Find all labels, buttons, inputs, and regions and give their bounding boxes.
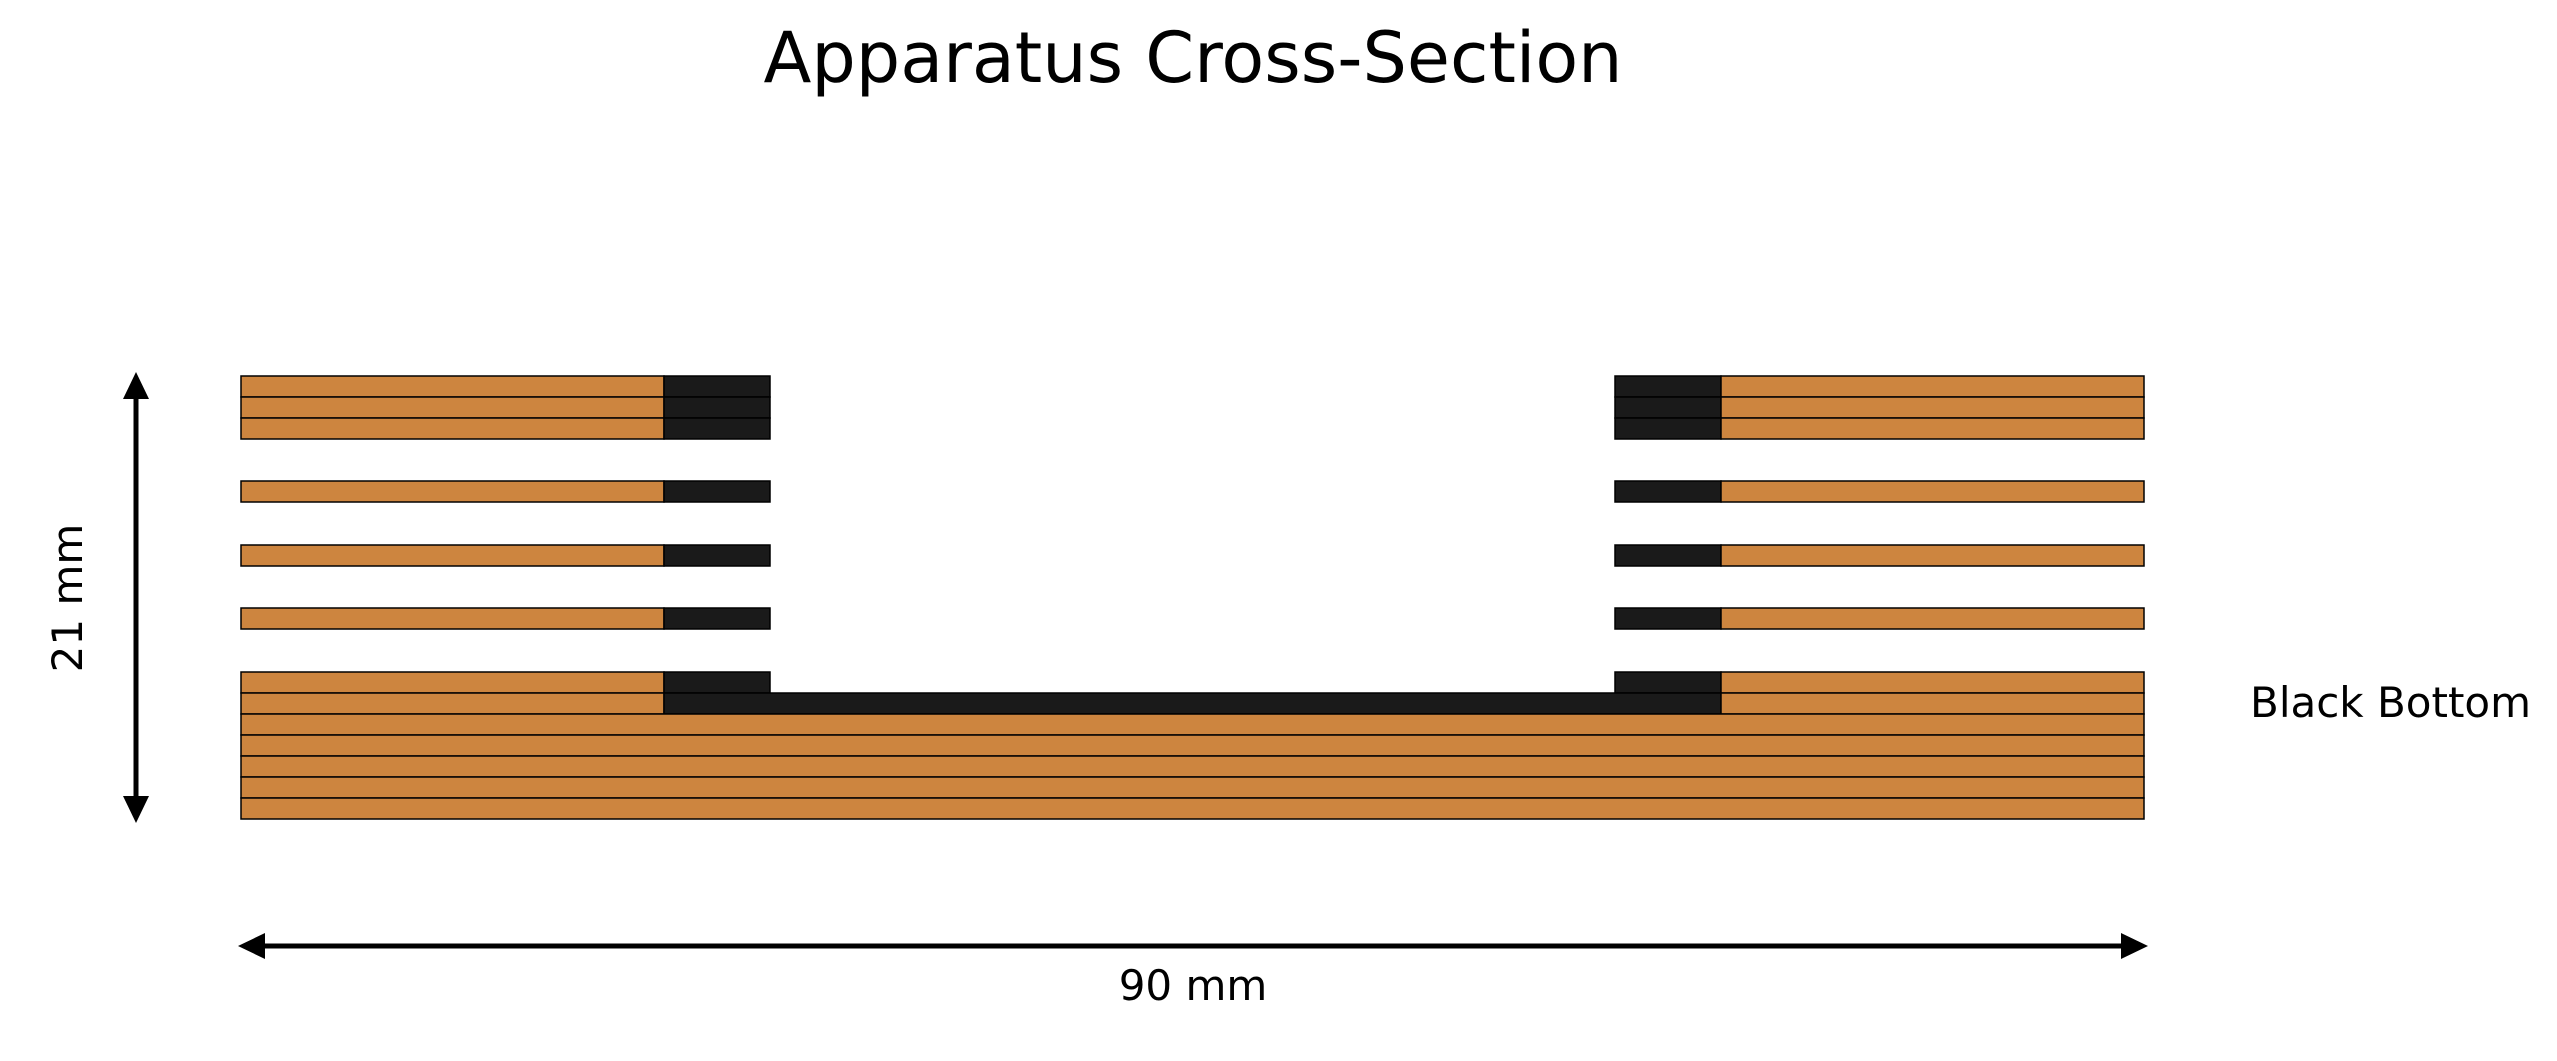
layer-right-copper-1 xyxy=(1720,396,2145,419)
layer-right-black-0 xyxy=(1614,375,1722,398)
layer-base-2 xyxy=(240,755,2145,778)
layer-left-copper-5 xyxy=(240,607,665,630)
layer-black-bottom xyxy=(663,692,1722,715)
page-title: Apparatus Cross-Section xyxy=(763,17,1622,99)
layer-left-black-5 xyxy=(663,607,771,630)
height-arrow-up-icon xyxy=(123,372,149,399)
layer-base-1 xyxy=(240,734,2145,757)
layer-left-copper-1 xyxy=(240,396,665,419)
height-label: 21 mm xyxy=(43,524,92,673)
layer-right-black-5 xyxy=(1614,607,1722,630)
layer-right-black-4 xyxy=(1614,544,1722,567)
layer-black-bottom-right-copper xyxy=(1720,692,2145,715)
layer-left-black-6 xyxy=(663,671,771,694)
width-arrow-right-icon xyxy=(2121,933,2148,959)
layer-left-copper-6 xyxy=(240,671,665,694)
height-dimension: 21 mm xyxy=(43,372,149,823)
layer-right-copper-0 xyxy=(1720,375,2145,398)
layer-left-black-2 xyxy=(663,417,771,440)
black-bottom-label: Black Bottom xyxy=(2250,678,2531,727)
layer-left-copper-4 xyxy=(240,544,665,567)
layer-base-3 xyxy=(240,776,2145,799)
layer-right-black-6 xyxy=(1614,671,1722,694)
width-arrow-left-icon xyxy=(238,933,265,959)
layer-left-black-4 xyxy=(663,544,771,567)
width-dimension: 90 mm xyxy=(238,933,2148,1010)
layer-stack xyxy=(240,375,2145,820)
layer-left-black-3 xyxy=(663,480,771,503)
height-arrow-down-icon xyxy=(123,796,149,823)
layer-base-0 xyxy=(240,713,2145,736)
layer-right-black-2 xyxy=(1614,417,1722,440)
layer-right-copper-5 xyxy=(1720,607,2145,630)
layer-left-copper-2 xyxy=(240,417,665,440)
width-label: 90 mm xyxy=(1119,961,1268,1010)
layer-left-black-1 xyxy=(663,396,771,419)
layer-left-copper-3 xyxy=(240,480,665,503)
layer-right-black-3 xyxy=(1614,480,1722,503)
layer-left-copper-0 xyxy=(240,375,665,398)
layer-right-black-1 xyxy=(1614,396,1722,419)
layer-right-copper-3 xyxy=(1720,480,2145,503)
layer-right-copper-4 xyxy=(1720,544,2145,567)
layer-black-bottom-left-copper xyxy=(240,692,665,715)
layer-right-copper-6 xyxy=(1720,671,2145,694)
layer-base-4 xyxy=(240,797,2145,820)
layer-left-black-0 xyxy=(663,375,771,398)
layer-right-copper-2 xyxy=(1720,417,2145,440)
